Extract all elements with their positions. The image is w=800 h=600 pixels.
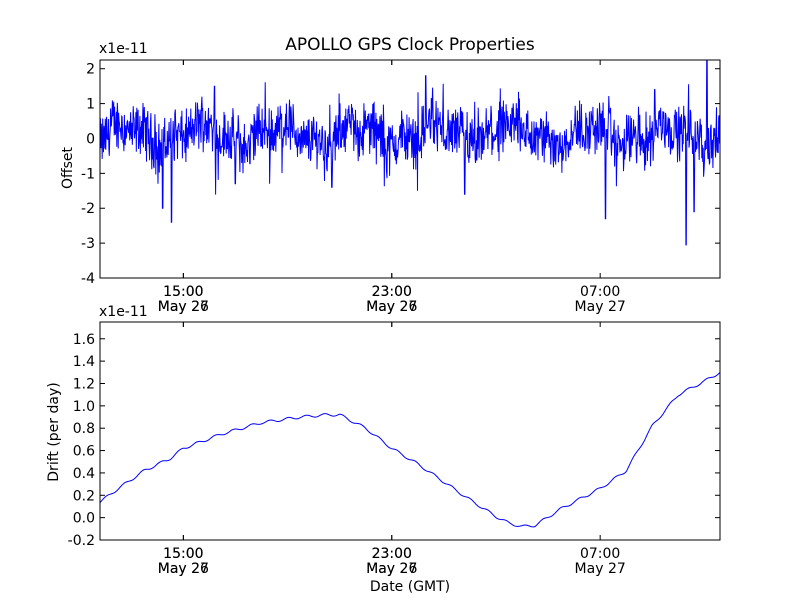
drift-ytick-label: -0.2 [68, 533, 95, 549]
offset-y-axis-label: Offset [60, 146, 76, 189]
offset-ytick-label: -3 [81, 236, 95, 252]
drift-xtick-date: May 27 [366, 561, 417, 577]
offset-xtick-time: 07:00 [580, 284, 620, 300]
offset-xtick-time: 23:00 [372, 284, 412, 300]
drift-multiplier: x1e-11 [99, 304, 148, 320]
drift-xtick-date: May 27 [158, 561, 209, 577]
offset-xtick-time: 15:00 [163, 284, 203, 300]
offset-ytick-label: 1 [86, 97, 95, 113]
offset-series-line [99, 59, 721, 246]
drift-tick-labels: -0.20.00.20.40.60.81.01.21.41.615:00May … [68, 332, 626, 577]
drift-xtick-time: 23:00 [372, 546, 412, 562]
offset-xtick-date: May 27 [366, 299, 417, 315]
offset-ticks [100, 60, 720, 279]
drift-xtick-time: 23:00 [372, 546, 412, 562]
drift-y-axis-label: Drift (per day) [46, 382, 62, 481]
offset-ytick-label: -2 [81, 201, 95, 217]
offset-ytick-label: -4 [81, 271, 95, 287]
offset-ytick-label: 2 [86, 62, 95, 78]
drift-xtick-date: May 26 [366, 561, 417, 577]
drift-ytick-label: 1.2 [73, 376, 95, 392]
drift-ytick-label: 0.4 [73, 466, 95, 482]
drift-xtick-time: 15:00 [163, 546, 203, 562]
drift-xtick-time: 07:00 [580, 546, 620, 562]
drift-plot-frame [99, 321, 721, 541]
offset-xtick-date: May 26 [158, 299, 209, 315]
offset-plot-frame [99, 59, 721, 279]
drift-xtick-time: 15:00 [163, 546, 203, 562]
drift-ytick-label: 0.0 [73, 511, 95, 527]
drift-xtick-date: May 26 [158, 561, 209, 577]
drift-xtick-date: May 27 [575, 561, 626, 577]
drift-ytick-label: 0.2 [73, 488, 95, 504]
drift-ytick-label: 1.0 [73, 399, 95, 415]
offset-xtick-date: May 27 [158, 299, 209, 315]
offset-xtick-date: May 26 [366, 299, 417, 315]
drift-ytick-label: 1.4 [73, 354, 95, 370]
drift-ytick-label: 0.6 [73, 444, 95, 460]
drift-ytick-label: 0.8 [73, 421, 95, 437]
drift-series-line [99, 372, 721, 528]
drift-ytick-label: 1.6 [73, 332, 95, 348]
offset-xtick-time: 15:00 [163, 284, 203, 300]
offset-ytick-label: -1 [81, 166, 95, 182]
offset-ytick-label: 0 [86, 131, 95, 147]
offset-xtick-time: 23:00 [372, 284, 412, 300]
chart-title: APOLLO GPS Clock Properties [285, 35, 535, 55]
x-axis-label: Date (GMT) [370, 579, 450, 595]
drift-panel: x1e-11 Drift (per day) -0.2 0.0 0.2 0.4 0.6 0… [46, 304, 721, 595]
offset-xtick-date: May 27 [575, 299, 626, 315]
offset-multiplier: x1e-11 [99, 41, 148, 57]
